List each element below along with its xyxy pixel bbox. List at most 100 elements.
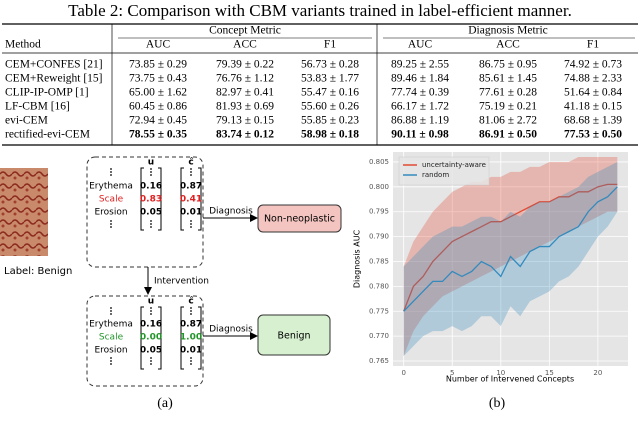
u-value: 0.05 <box>140 346 162 356</box>
table-cell: 41.18 ± 0.15 <box>564 101 622 113</box>
diagnosis-label: Diagnosis <box>209 207 253 217</box>
table-cell: 55.85 ± 0.23 <box>301 115 359 127</box>
table-cell: 82.97 ± 0.41 <box>216 87 274 99</box>
table-cell: 77.61 ± 0.28 <box>479 87 537 99</box>
c-value: 0.87 <box>180 320 202 330</box>
table-cell: CEM+CONFES [21] <box>5 59 103 71</box>
result-box <box>257 204 342 233</box>
diagram: Label: Benign u ĉ u ĉ Erythema <box>0 156 342 411</box>
table-cell: 83.74 ± 0.12 <box>216 129 274 141</box>
table-cell: 73.75 ± 0.43 <box>129 73 187 85</box>
table-cell: 53.83 ± 1.77 <box>301 73 359 85</box>
result: Non-neoplastic <box>264 214 335 225</box>
c-value: 0.01 <box>180 346 202 356</box>
table-cell: CLIP-IP-OMP [1] <box>5 87 89 99</box>
table-cell: 55.60 ± 0.26 <box>301 101 359 113</box>
y-axis-label: Diagnosis AUC <box>353 229 362 288</box>
y-tick-label: 0.790 <box>369 233 389 241</box>
y-tick-label: 0.775 <box>369 307 389 315</box>
line <box>403 183 618 312</box>
x-tick-label: 15 <box>545 369 554 377</box>
column-header: ACC <box>496 39 520 51</box>
table-cell: 73.85 ± 0.29 <box>129 59 187 71</box>
concept: Erosion <box>94 208 127 218</box>
table-cell: 55.47 ± 0.16 <box>301 87 359 99</box>
result-box <box>257 314 331 356</box>
y-tick-label: 0.805 <box>369 158 389 166</box>
table-cell: 72.94 ± 0.45 <box>129 115 187 127</box>
confidence-band <box>403 161 618 357</box>
c-header: ĉ <box>188 296 193 307</box>
u-header: u <box>148 297 154 307</box>
c-value: 0.87 <box>180 182 202 192</box>
x-tick-label: 0 <box>401 369 405 377</box>
x-tick-label: 10 <box>496 369 505 377</box>
table-cell: 90.11 ± 0.98 <box>391 129 449 141</box>
c-header: ĉ <box>188 157 193 168</box>
lesion-image <box>0 168 48 256</box>
legend-label: uncertainty-aware <box>422 161 486 169</box>
concept: Scale <box>99 195 124 205</box>
result: Benign <box>277 331 310 342</box>
intervention-label: Intervention <box>154 277 209 287</box>
diagnosis-label: Diagnosis <box>209 325 253 335</box>
table-cell: 65.00 ± 1.62 <box>129 87 187 99</box>
y-tick-label: 0.800 <box>369 183 389 191</box>
x-tick-label: 20 <box>593 369 602 377</box>
c-value: 0.41 <box>180 195 202 205</box>
table-caption: Table 2: Comparison with CBM variants tr… <box>68 1 572 20</box>
group-header: Diagnosis Metric <box>468 25 548 37</box>
image-label: Label: Benign <box>4 266 72 277</box>
column-header: AUC <box>146 39 171 51</box>
table-cell: 89.25 ± 2.55 <box>391 59 449 71</box>
table-cell: 85.61 ± 1.45 <box>479 73 537 85</box>
table-cell: 86.91 ± 0.50 <box>479 129 537 141</box>
y-tick-label: 0.795 <box>369 208 389 216</box>
table-cell: 58.98 ± 0.18 <box>301 129 359 141</box>
u-value: 0.00 <box>140 333 162 343</box>
u-value: 0.83 <box>140 195 162 205</box>
y-tick-label: 0.780 <box>369 282 389 290</box>
column-header: F1 <box>324 39 336 51</box>
legend-box <box>398 156 490 186</box>
table-cell: 74.92 ± 0.73 <box>564 59 622 71</box>
concept: Erythema <box>89 182 133 192</box>
x-tick-label: 5 <box>450 369 454 377</box>
table-cell: 68.68 ± 1.39 <box>564 115 622 127</box>
concept-box <box>86 295 204 387</box>
subcaption: (a) <box>157 396 173 411</box>
table-cell: 77.74 ± 0.39 <box>391 87 449 99</box>
table-cell: 89.46 ± 1.84 <box>391 73 449 85</box>
concept-box <box>86 156 204 268</box>
table-cell: 86.88 ± 1.19 <box>391 115 449 127</box>
table-cell: evi-CEM <box>5 115 48 127</box>
line <box>403 186 618 312</box>
u-value: 0.16 <box>140 182 162 192</box>
concept: Erosion <box>94 346 127 356</box>
table-cell: 79.13 ± 0.15 <box>216 115 274 127</box>
u-header: u <box>148 158 154 168</box>
table-cell: 76.76 ± 1.12 <box>216 73 274 85</box>
subcaption: (b) <box>489 396 506 411</box>
c-value: 0.01 <box>180 208 202 218</box>
table-cell: 74.88 ± 2.33 <box>564 73 622 85</box>
table-cell: CEM+Reweight [15] <box>5 73 103 85</box>
plot-area <box>393 152 628 366</box>
chart: (b) Number of Intervened Concepts Diagno… <box>353 152 628 411</box>
table-cell: 78.55 ± 0.35 <box>129 129 187 141</box>
legend-label: random <box>422 171 449 179</box>
table-cell: 60.45 ± 0.86 <box>129 101 187 113</box>
table-cell: 81.93 ± 0.69 <box>216 101 274 113</box>
table-cell: 51.64 ± 0.84 <box>564 87 622 99</box>
table-cell: LF-CBM [16] <box>5 101 70 113</box>
table-cell: 77.53 ± 0.50 <box>564 129 622 141</box>
y-tick-label: 0.770 <box>369 332 389 340</box>
u-value: 0.05 <box>140 208 162 218</box>
column-header: F1 <box>587 39 599 51</box>
column-header: ACC <box>233 39 257 51</box>
y-tick-label: 0.785 <box>369 257 389 265</box>
concept: Scale <box>99 333 124 343</box>
group-header: Concept Metric <box>209 25 281 37</box>
table-cell: rectified-evi-CEM <box>5 129 90 141</box>
